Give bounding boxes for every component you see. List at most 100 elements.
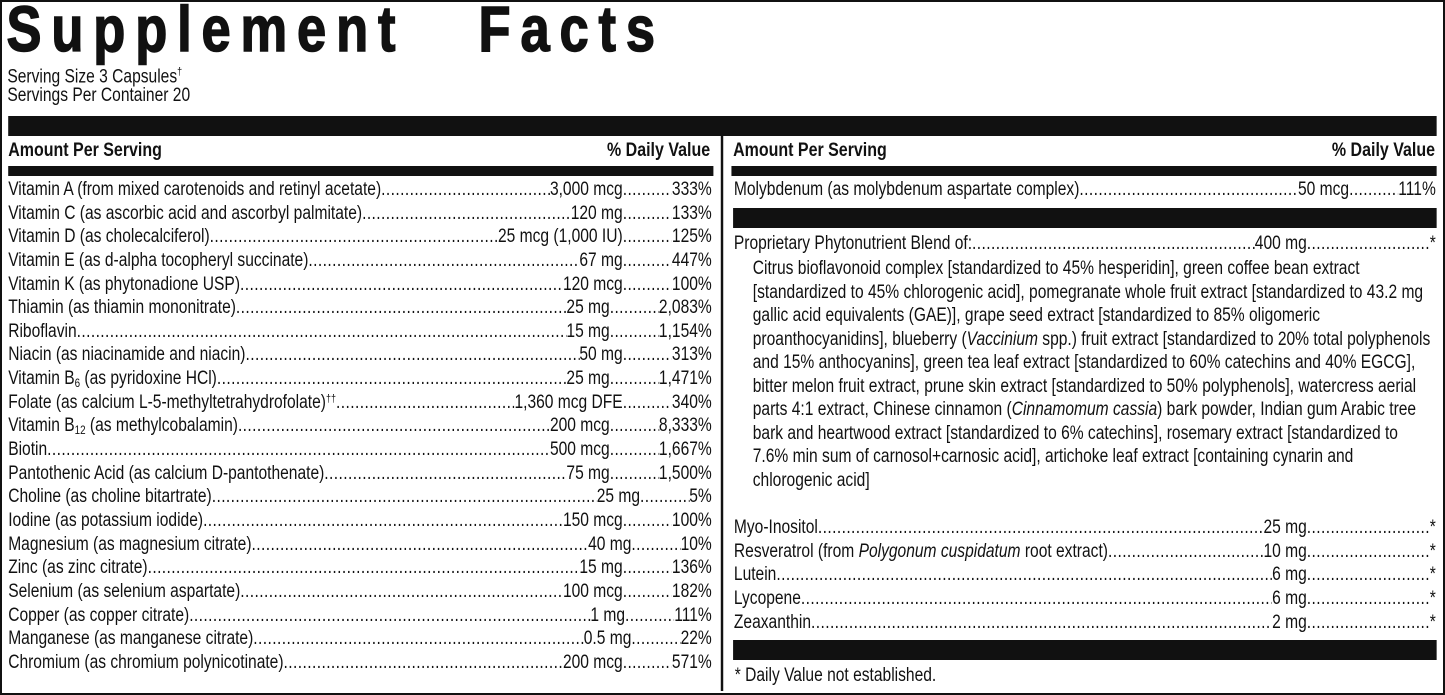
name-text: Vitamin A (from mixed carotenoids and re… bbox=[8, 179, 382, 200]
nutrient-row: Vitamin E (as d-alpha tocopheryl succina… bbox=[8, 249, 712, 273]
nutrient-row: Pantothenic Acid (as calcium D-pantothen… bbox=[8, 462, 712, 486]
dot-leader bbox=[336, 391, 514, 415]
column-divider bbox=[720, 136, 723, 691]
nutrient-row: Choline (as choline bitartrate) 25 mg 5% bbox=[8, 485, 712, 509]
name-text: Manganese (as manganese citrate) bbox=[8, 628, 254, 650]
daily-value: * bbox=[1429, 587, 1436, 609]
daily-value: * bbox=[1429, 517, 1436, 538]
dot-leader bbox=[189, 604, 590, 628]
dot-leader bbox=[623, 225, 672, 249]
name-text: Iodine (as potassium iodide) bbox=[8, 509, 204, 531]
dot-leader bbox=[240, 580, 563, 604]
name-text: Copper (as copper citrate) bbox=[8, 604, 190, 626]
nutrient-name: Biotin bbox=[8, 438, 47, 462]
nutrient-row: Iodine (as potassium iodide) 150 mcg 100% bbox=[8, 509, 712, 533]
dot-leader bbox=[1108, 540, 1263, 564]
dot-leader bbox=[1079, 178, 1298, 202]
footnote: * Daily Value not established. bbox=[734, 665, 937, 686]
dot-leader bbox=[801, 587, 1272, 611]
daily-value: 5% bbox=[689, 486, 712, 508]
dot-leader bbox=[625, 604, 674, 628]
dot-leader bbox=[818, 516, 1264, 540]
daily-value: 10% bbox=[680, 533, 712, 555]
dot-leader bbox=[623, 391, 672, 415]
nutrient-name: Zeaxanthin bbox=[734, 611, 811, 635]
daily-value: 1,154% bbox=[658, 320, 712, 342]
nutrient-name: Myo-Inositol bbox=[734, 516, 818, 540]
nutrient-row: Zeaxanthin 2 mg * bbox=[734, 611, 1436, 635]
nutrient-name: Selenium (as selenium aspartate) bbox=[8, 580, 240, 604]
name-text: Resveratrol (from bbox=[733, 540, 859, 562]
nutrient-row: Manganese (as manganese citrate) 0.5 mg 22… bbox=[8, 627, 712, 651]
dot-leader bbox=[623, 651, 672, 675]
nutrient-name: Manganese (as manganese citrate) bbox=[8, 627, 253, 651]
serving-size: Serving Size 3 Capsules† bbox=[7, 61, 182, 88]
proprietary-blend: Proprietary Phytonutrient Blend of: 400 m… bbox=[734, 232, 1436, 256]
nutrient-name: Zinc (as zinc citrate) bbox=[8, 556, 147, 580]
footnote-divider-bar bbox=[733, 640, 1437, 660]
nutrient-name: Iodine (as potassium iodide) bbox=[8, 509, 203, 533]
dot-leader bbox=[238, 414, 550, 438]
dot-leader bbox=[811, 611, 1272, 635]
dot-leader bbox=[217, 367, 567, 391]
dot-leader bbox=[1307, 516, 1430, 540]
name-text: (as pyridoxine HCl) bbox=[80, 368, 217, 390]
amount: 25 mcg (1,000 IU) bbox=[497, 226, 623, 248]
description-text: spp.) fruit extract [standardized to 20%… bbox=[752, 328, 1431, 421]
nutrient-name: Vitamin A (from mixed carotenoids and re… bbox=[8, 178, 381, 202]
nutrient-row: Vitamin B6 (as pyridoxine HCl) 25 mg 1,471… bbox=[8, 367, 712, 391]
dot-leader bbox=[284, 651, 563, 675]
dot-leader bbox=[623, 178, 672, 202]
blend-description: Citrus bioflavonoid complex [standardize… bbox=[753, 257, 1434, 492]
left-header-bar bbox=[8, 166, 714, 176]
nutrient-row: Molybdenum (as molybdenum aspartate comp… bbox=[734, 178, 1436, 202]
nutrient-name: Vitamin D (as cholecalciferol) bbox=[8, 225, 209, 249]
dot-leader bbox=[308, 249, 579, 273]
name-text: Vitamin B bbox=[8, 415, 75, 437]
amount: 3,000 mcg bbox=[549, 179, 623, 200]
nutrient-name: Thiamin (as thiamin mononitrate) bbox=[8, 296, 236, 320]
nutrient-name: Vitamin B12 (as methylcobalamin) bbox=[8, 414, 238, 438]
nutrient-name: Vitamin B6 (as pyridoxine HCl) bbox=[8, 367, 217, 391]
nutrient-name: Choline (as choline bitartrate) bbox=[8, 485, 212, 509]
name-text: Lutein bbox=[733, 564, 777, 586]
blend-divider-bar bbox=[733, 208, 1437, 228]
name-text: Vitamin C (as ascorbic acid and ascorbyl… bbox=[8, 202, 363, 224]
name-text: Lycopene bbox=[733, 587, 801, 609]
nutrient-row: Folate (as calcium L-5-methyltetrahydrof… bbox=[8, 391, 712, 415]
left-header: Amount Per Serving % Daily Value bbox=[8, 139, 710, 163]
dot-leader bbox=[1307, 563, 1430, 587]
name-text: Chromium (as chromium polynicotinate) bbox=[8, 651, 284, 673]
dot-leader bbox=[253, 627, 583, 651]
daily-value: 571% bbox=[671, 651, 712, 673]
amount: 75 mg bbox=[566, 462, 610, 484]
right-header-bar bbox=[731, 166, 1437, 176]
serving-size-text: Serving Size 3 Capsules bbox=[7, 66, 178, 88]
nutrient-name: Vitamin K (as phytonadione USP) bbox=[8, 273, 240, 297]
right-nutrient-list-bottom: Myo-Inositol 25 mg * Resveratrol (from Poly… bbox=[734, 516, 1436, 634]
name-text: Pantothenic Acid (as calcium D-pantothen… bbox=[8, 462, 325, 484]
daily-value: * bbox=[1429, 611, 1436, 633]
amount: 6 mg bbox=[1272, 587, 1307, 609]
daily-value: 1,500% bbox=[658, 462, 712, 484]
amount: 15 mg bbox=[566, 320, 610, 342]
serving-size-mark: † bbox=[177, 66, 183, 78]
amount: 25 mg bbox=[1263, 517, 1307, 538]
dot-leader bbox=[640, 485, 689, 509]
dot-leader bbox=[610, 367, 659, 391]
name-text: Myo-Inositol bbox=[733, 517, 818, 538]
name-text: Vitamin K (as phytonadione USP) bbox=[8, 273, 241, 295]
daily-value: 2,083% bbox=[658, 297, 712, 319]
dot-leader bbox=[623, 273, 672, 297]
name-text: Choline (as choline bitartrate) bbox=[8, 486, 212, 508]
nutrient-name: Niacin (as niacinamide and niacin) bbox=[8, 343, 245, 367]
amount: 6 mg bbox=[1272, 564, 1307, 586]
nutrient-row: Magnesium (as magnesium citrate) 40 mg 10% bbox=[8, 533, 712, 557]
nutrient-row: Niacin (as niacinamide and niacin) 50 mg 3… bbox=[8, 343, 712, 367]
name-text: Zeaxanthin bbox=[733, 611, 811, 633]
thick-divider-bar bbox=[8, 116, 1437, 136]
amount: 25 mg bbox=[596, 486, 641, 508]
dot-leader bbox=[623, 580, 672, 604]
name-text: Riboflavin bbox=[8, 320, 77, 342]
